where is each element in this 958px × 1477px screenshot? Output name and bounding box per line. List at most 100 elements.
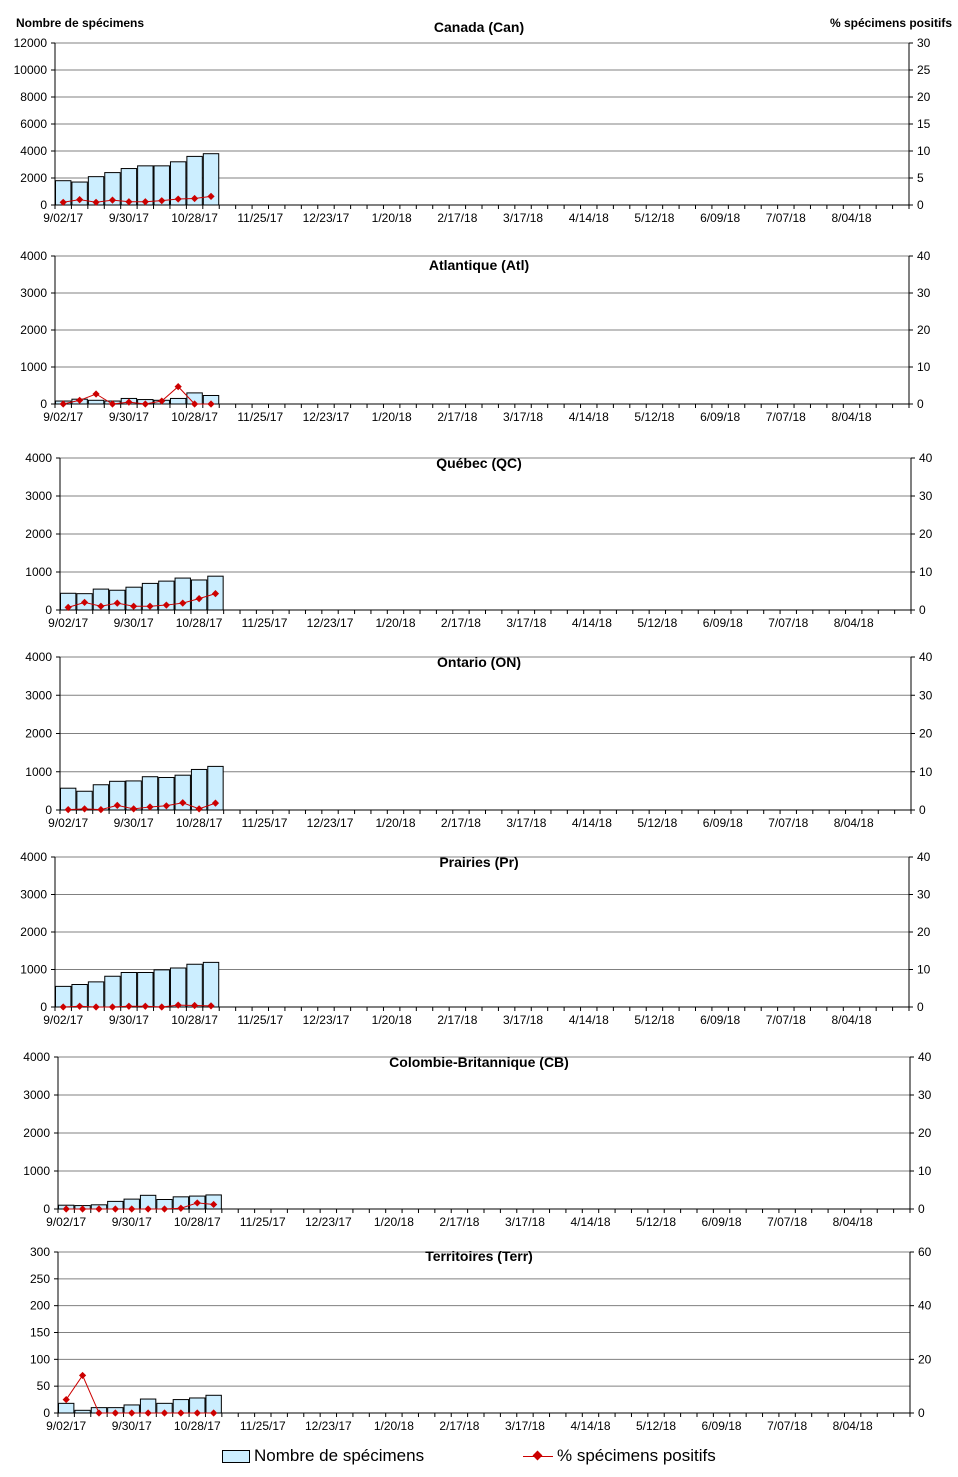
line-point: [80, 598, 89, 606]
x-tick-label: 3/17/18: [506, 816, 546, 830]
line-point: [64, 806, 72, 814]
x-tick-label: 5/12/18: [634, 211, 674, 225]
chart-panel-6: 0 50 100 150 200 250 300 0 20 40 60 9/02/17 9/30/17 1…: [30, 1245, 932, 1433]
line-point: [210, 1409, 218, 1417]
x-tick-label: 3/17/18: [503, 410, 543, 424]
x-tick-label: 2/17/18: [441, 616, 481, 630]
line-point: [97, 602, 105, 610]
positive-line: [68, 593, 216, 608]
x-tick-label: 10/28/17: [174, 1419, 221, 1433]
line-point: [162, 802, 170, 810]
x-tick-label: 9/02/17: [46, 1215, 86, 1229]
x-tick-label: 5/12/18: [637, 616, 677, 630]
positive-line: [63, 385, 212, 405]
line-point: [108, 1003, 117, 1011]
left-tick-label: 200: [30, 1299, 50, 1313]
x-tick-label: 1/20/18: [372, 211, 412, 225]
line-point: [211, 799, 220, 807]
legend-bars: Nombre de spécimens: [222, 1446, 424, 1466]
x-tick-label: 7/07/18: [766, 1013, 806, 1027]
line-point: [177, 1409, 185, 1417]
right-tick-label: 15: [917, 117, 931, 131]
right-tick-label: 10: [918, 1164, 932, 1178]
right-tick-label: 0: [918, 1202, 925, 1216]
right-tick-label: 10: [919, 565, 933, 579]
right-tick-label: 20: [919, 527, 933, 541]
x-tick-label: 7/07/18: [767, 1419, 807, 1433]
right-tick-label: 60: [918, 1245, 932, 1259]
right-tick-label: 10: [919, 765, 933, 779]
x-tick-label: 11/25/17: [242, 816, 288, 830]
x-tick-label: 6/09/18: [700, 211, 740, 225]
x-tick-label: 4/14/18: [569, 211, 609, 225]
right-tick-label: 30: [919, 688, 933, 702]
right-axis-title: % spécimens positifs: [830, 16, 952, 30]
line-point: [160, 1409, 169, 1417]
right-tick-label: 30: [918, 1088, 932, 1102]
x-tick-label: 8/04/18: [833, 1215, 873, 1229]
x-tick-label: 9/02/17: [43, 211, 83, 225]
x-tick-label: 1/20/18: [374, 1419, 414, 1433]
line-point: [179, 599, 187, 607]
line-point: [128, 1205, 136, 1213]
legend-line: % spécimens positifs: [523, 1446, 716, 1466]
x-tick-label: 1/20/18: [372, 410, 412, 424]
chart-panel-2: 0 1000 2000 3000 4000 0 10 20 30 40 9/02/17 9/30/17…: [25, 451, 932, 630]
left-tick-label: 100: [30, 1352, 50, 1366]
line-point: [78, 1205, 87, 1213]
bar: [87, 981, 105, 1008]
x-tick-label: 12/23/17: [305, 1215, 352, 1229]
x-tick-label: 8/04/18: [834, 816, 874, 830]
chart-title: Canada (Can): [434, 19, 524, 35]
x-tick-label: 1/20/18: [375, 816, 415, 830]
left-tick-label: 1000: [25, 565, 52, 579]
line-point: [59, 198, 67, 206]
line-point: [158, 397, 166, 405]
right-tick-label: 25: [917, 63, 931, 77]
left-tick-label: 3000: [20, 286, 47, 300]
x-tick-label: 12/23/17: [303, 1013, 350, 1027]
left-tick-label: 2000: [23, 1126, 50, 1140]
line-point: [80, 805, 89, 813]
line-point: [125, 198, 133, 206]
line-point: [141, 400, 149, 408]
left-tick-label: 0: [45, 603, 52, 617]
line-point: [113, 599, 121, 607]
x-tick-label: 11/25/17: [237, 1013, 283, 1027]
bar: [104, 975, 121, 1008]
line-point: [62, 1395, 70, 1404]
line-point: [174, 1001, 182, 1009]
line-point: [76, 1002, 84, 1010]
right-tick-label: 30: [919, 489, 933, 503]
line-point: [190, 1001, 199, 1010]
left-tick-label: 2000: [20, 323, 47, 337]
line-point: [128, 1409, 136, 1417]
left-tick-label: 0: [40, 198, 47, 212]
left-tick-label: 2000: [20, 925, 47, 939]
x-tick-label: 8/04/18: [831, 410, 871, 424]
left-tick-label: 12000: [14, 36, 48, 50]
right-tick-label: 20: [917, 925, 931, 939]
chart-title: Ontario (ON): [437, 654, 521, 670]
x-tick-label: 5/12/18: [634, 410, 674, 424]
line-point: [92, 1003, 100, 1011]
legend-line-swatch: [523, 1449, 553, 1463]
x-tick-label: 9/02/17: [48, 616, 88, 630]
x-tick-label: 6/09/18: [702, 1419, 742, 1433]
charts-canvas: 0200040006000800010000120000510152025309…: [14, 16, 953, 1433]
x-tick-label: 11/25/17: [240, 1419, 286, 1433]
x-tick-label: 5/12/18: [637, 816, 677, 830]
x-tick-label: 6/09/18: [703, 816, 743, 830]
x-tick-label: 2/17/18: [439, 1419, 479, 1433]
x-tick-label: 2/17/18: [441, 816, 481, 830]
line-point: [190, 400, 199, 408]
legend-bars-label: Nombre de spécimens: [254, 1446, 425, 1465]
right-tick-label: 0: [918, 1406, 925, 1420]
left-tick-label: 4000: [20, 144, 47, 158]
line-point: [95, 1205, 103, 1213]
line-point: [174, 195, 182, 203]
left-tick-label: 50: [37, 1379, 51, 1393]
left-tick-label: 1000: [23, 1164, 50, 1178]
chart-panel-0: 0 2000 4000 6000 8000 10000 12000 0 5 10 15 20 25 30 9…: [14, 19, 931, 225]
x-tick-label: 7/07/18: [767, 1215, 807, 1229]
